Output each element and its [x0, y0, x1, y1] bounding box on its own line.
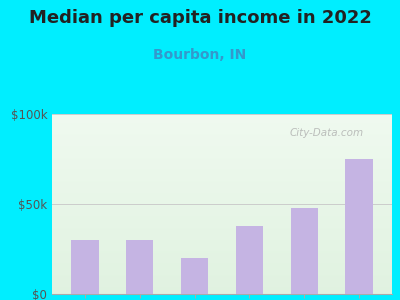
Bar — [290, 208, 318, 294]
Bar — [236, 226, 263, 294]
Bar — [126, 240, 154, 294]
Text: Median per capita income in 2022: Median per capita income in 2022 — [28, 9, 372, 27]
Text: City-Data.com: City-Data.com — [290, 128, 364, 138]
Bar — [181, 258, 208, 294]
Bar — [71, 240, 99, 294]
Text: Bourbon, IN: Bourbon, IN — [153, 48, 247, 62]
Bar — [345, 159, 373, 294]
